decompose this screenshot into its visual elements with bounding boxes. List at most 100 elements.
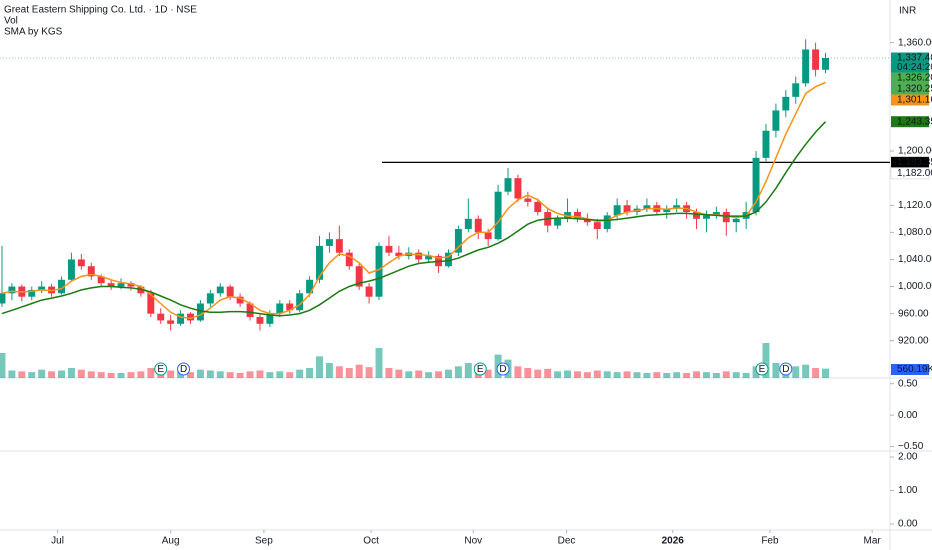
volume-bar	[365, 367, 373, 378]
y-tick-label: 1,120.00	[898, 200, 932, 211]
candle-body	[385, 245, 393, 253]
volume-bar	[375, 348, 383, 378]
volume-bar	[266, 372, 274, 378]
y-tick-label: 1,200.00	[898, 146, 932, 157]
volume-bar	[97, 372, 105, 378]
candle-body	[0, 293, 6, 304]
candle-body	[177, 313, 185, 324]
candle-body	[127, 283, 135, 287]
volume-bar	[722, 371, 730, 378]
volume-bar	[554, 371, 562, 378]
y-tick-label: 0.50	[898, 378, 918, 389]
volume-bar	[325, 363, 333, 378]
x-tick-label: Dec	[558, 536, 576, 547]
sma-line	[1, 81, 826, 320]
y-tick-label: −0.50	[898, 441, 924, 452]
volume-bar	[484, 369, 492, 378]
volume-bar	[454, 366, 462, 378]
volume-bar	[653, 372, 661, 378]
volume-bar	[514, 366, 522, 378]
candle-body	[276, 303, 284, 314]
event-marker	[496, 362, 510, 376]
x-tick-label: Jul	[51, 536, 64, 547]
volume-label: 560.19K	[897, 364, 932, 375]
volume-bar	[58, 370, 65, 378]
candle-body	[712, 212, 720, 216]
x-tick-label: Feb	[761, 536, 779, 547]
candle-body	[226, 286, 234, 297]
candle-body	[524, 198, 532, 202]
volume-bar	[613, 372, 621, 378]
candle-body	[246, 303, 254, 318]
candle-body	[673, 205, 681, 209]
x-tick-label: Nov	[464, 536, 482, 547]
event-label: D	[180, 364, 187, 375]
candle-body	[792, 83, 800, 97]
price-label-box	[891, 94, 929, 106]
y-tick-label: 0.00	[898, 519, 918, 530]
volume-bar	[196, 369, 204, 378]
volume-bar	[137, 371, 145, 378]
volume-bar	[335, 366, 343, 378]
price-label: 1,183.35	[897, 157, 932, 168]
countdown: 04:24:20	[897, 62, 932, 73]
volume-bar	[276, 371, 284, 378]
volume-bar	[633, 372, 641, 378]
volume-bar	[802, 364, 810, 378]
event-label: E	[157, 364, 164, 375]
volume-bar	[445, 369, 452, 378]
candle-body	[554, 218, 562, 226]
candle-body	[663, 208, 671, 213]
candle-body	[107, 283, 115, 287]
volume-bar	[87, 371, 95, 378]
candle-body	[484, 232, 492, 240]
volume-bar	[643, 373, 651, 378]
volume-bar	[683, 373, 691, 378]
candle-body	[752, 157, 760, 213]
volume-bar	[673, 372, 681, 378]
candle-body	[355, 266, 363, 287]
candle-body	[732, 218, 740, 223]
x-tick-label: 2026	[662, 536, 685, 547]
volume-bar	[117, 373, 125, 378]
candle-body	[286, 303, 294, 311]
volume-bar	[286, 372, 294, 378]
volume-bar	[246, 371, 254, 378]
volume-bar	[762, 343, 770, 378]
candle-body	[812, 49, 820, 70]
price-label-box	[891, 116, 929, 128]
volume-bar	[603, 371, 611, 378]
y-tick-label: 1,080.00	[898, 227, 932, 238]
candle-body	[187, 313, 194, 321]
price-label-box	[891, 52, 929, 73]
chart-title: Great Eastern Shipping Co. Ltd. · 1D · N…	[4, 5, 197, 16]
candle-body	[722, 212, 730, 223]
sma-line	[1, 121, 827, 317]
volume-bar	[792, 366, 800, 378]
volume-bar	[226, 372, 234, 378]
volume-bar	[8, 370, 16, 378]
price-label: 1,182.00	[897, 168, 932, 179]
volume-bar	[425, 372, 433, 378]
volume-bar	[206, 370, 214, 378]
volume-bar	[524, 368, 532, 378]
candle-body	[365, 286, 373, 297]
volume-bar	[732, 372, 740, 378]
candle-body	[593, 222, 601, 229]
volume-bar	[127, 372, 135, 378]
candle-body	[772, 110, 780, 131]
volume-bar	[18, 371, 26, 378]
candle-body	[583, 218, 591, 223]
volume-bar	[464, 363, 472, 378]
candle-body	[504, 178, 512, 192]
event-marker	[177, 362, 191, 376]
volume-bar	[534, 369, 542, 378]
candle-body	[97, 276, 105, 284]
candle-body	[256, 317, 264, 324]
candle-body	[77, 259, 85, 267]
candle-body	[782, 96, 790, 111]
volume-bar	[316, 356, 323, 378]
candle-body	[454, 228, 462, 253]
price-label: 1,337.40	[897, 53, 932, 64]
